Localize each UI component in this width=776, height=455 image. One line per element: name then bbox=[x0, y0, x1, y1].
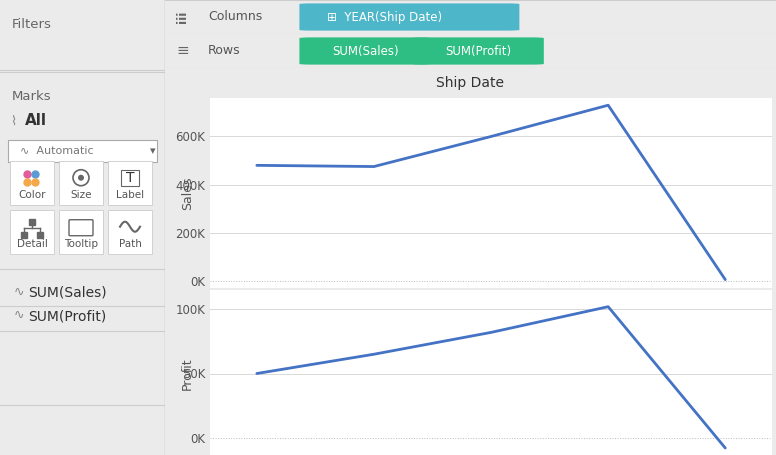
Text: ∿  Automatic: ∿ Automatic bbox=[20, 146, 94, 156]
Text: ⌇: ⌇ bbox=[10, 115, 16, 128]
FancyBboxPatch shape bbox=[300, 37, 431, 65]
Text: Columns: Columns bbox=[208, 10, 262, 24]
Text: Size: Size bbox=[71, 190, 92, 200]
Text: ∿: ∿ bbox=[14, 309, 25, 322]
Text: Ship Date: Ship Date bbox=[436, 76, 504, 90]
Text: Detail: Detail bbox=[16, 239, 47, 249]
Text: ▾: ▾ bbox=[151, 146, 156, 156]
Bar bbox=[108, 210, 152, 254]
Bar bbox=[10, 210, 54, 254]
Circle shape bbox=[78, 175, 84, 181]
Text: SUM(Profit): SUM(Profit) bbox=[445, 45, 511, 57]
FancyBboxPatch shape bbox=[300, 3, 519, 30]
Text: Label: Label bbox=[116, 190, 144, 200]
Text: Profit: Profit bbox=[181, 357, 194, 390]
Bar bbox=[59, 161, 103, 205]
Text: ∿: ∿ bbox=[14, 286, 25, 299]
Text: Marks: Marks bbox=[12, 90, 52, 103]
Text: T: T bbox=[126, 171, 134, 185]
Bar bbox=[108, 161, 152, 205]
Text: All: All bbox=[25, 113, 47, 128]
Text: Sales: Sales bbox=[181, 176, 194, 210]
Bar bbox=[8, 140, 157, 162]
Text: SUM(Sales): SUM(Sales) bbox=[332, 45, 398, 57]
Bar bbox=[10, 161, 54, 205]
Text: iii: iii bbox=[176, 11, 189, 23]
Text: Tooltip: Tooltip bbox=[64, 239, 98, 249]
Text: SUM(Sales): SUM(Sales) bbox=[28, 286, 106, 300]
Text: Color: Color bbox=[19, 190, 46, 200]
Text: ⊞  YEAR(Ship Date): ⊞ YEAR(Ship Date) bbox=[327, 10, 442, 24]
Text: Path: Path bbox=[119, 239, 141, 249]
Bar bbox=[59, 210, 103, 254]
Text: Filters: Filters bbox=[12, 18, 52, 31]
Bar bbox=[121, 170, 139, 186]
Text: SUM(Profit): SUM(Profit) bbox=[28, 309, 106, 323]
Text: Rows: Rows bbox=[208, 45, 241, 57]
FancyBboxPatch shape bbox=[69, 220, 93, 236]
FancyBboxPatch shape bbox=[413, 37, 544, 65]
Text: ≡: ≡ bbox=[176, 44, 189, 59]
